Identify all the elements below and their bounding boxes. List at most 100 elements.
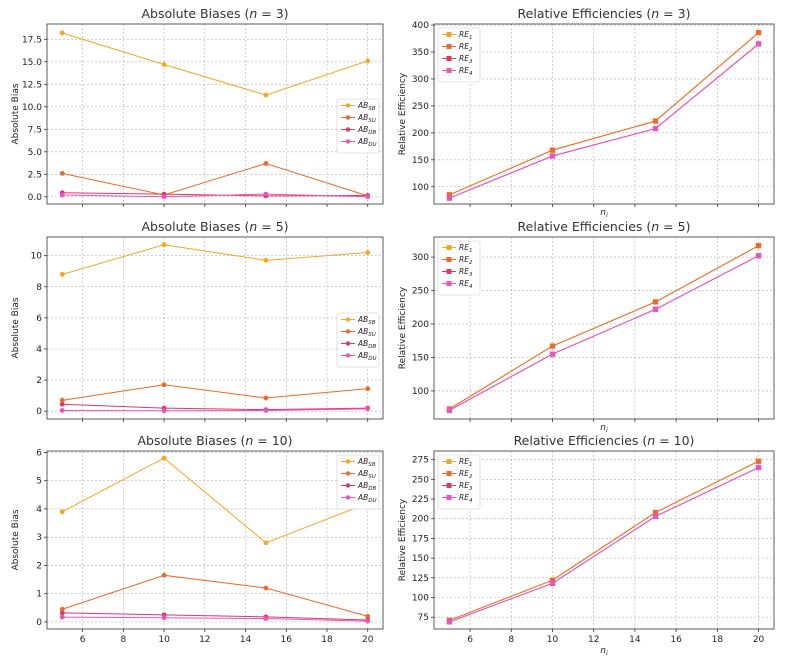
series-line-ab-su — [62, 384, 368, 401]
data-point — [446, 407, 453, 413]
x-tick-label: 18 — [321, 635, 333, 645]
y-tick-label: 6 — [36, 448, 42, 458]
legend-swatch-marker — [446, 56, 452, 61]
y-tick-label: 15.0 — [22, 58, 42, 68]
chart-panel-6: 75 100 125 150 175 200 225 250 275 6 8 10 12 14 16 18 20… — [398, 433, 775, 657]
legend-entry-re-3: RE3 — [459, 54, 473, 65]
x-tick-label: 12 — [199, 635, 210, 645]
legend-entry-re-1: RE1 — [459, 457, 472, 468]
legend-entry-ab-su: ABSU — [357, 113, 376, 124]
data-point — [263, 616, 269, 621]
legend-entry-ab-db: ABDB — [357, 481, 377, 492]
x-tick-label: 16 — [281, 635, 293, 645]
data-point — [161, 408, 167, 414]
y-tick-label: 200 — [412, 129, 429, 139]
plot-frame — [433, 23, 775, 205]
plot-frame — [433, 450, 775, 630]
data-point — [59, 401, 65, 407]
y-tick-label: 10.0 — [22, 103, 42, 113]
chart-title: Relative Efficiencies (n = 3) — [518, 6, 691, 21]
legend-swatch-marker — [446, 495, 452, 500]
legend-swatch-marker — [345, 459, 351, 464]
y-tick-label: 300 — [412, 75, 429, 85]
data-point — [365, 58, 371, 64]
y-tick-label: 175 — [412, 534, 429, 544]
data-point — [161, 62, 167, 67]
data-point — [161, 194, 167, 200]
data-point — [263, 92, 269, 98]
y-tick-label: 7.5 — [28, 125, 42, 135]
y-tick-label: 150 — [412, 156, 429, 166]
series-line-ab-du — [62, 408, 368, 412]
x-tick-label: 20 — [753, 635, 765, 645]
series-line-ab-su — [62, 162, 368, 197]
y-tick-label: 275 — [412, 456, 429, 466]
legend-entry-re-4: RE4 — [459, 279, 473, 290]
legend-entry-ab-sb: ABSB — [357, 101, 376, 112]
y-tick-label: 250 — [412, 287, 429, 297]
series-line-ab-du — [62, 616, 368, 622]
legend-swatch-marker — [446, 44, 452, 49]
legend-entry-re-3: RE3 — [459, 267, 473, 278]
y-tick-label: 75 — [418, 613, 429, 623]
legend-entry-re-3: RE3 — [459, 481, 473, 492]
legend-entry-ab-du: ABDU — [357, 351, 377, 362]
legend-swatch-marker — [345, 329, 351, 334]
y-tick-label: 1 — [36, 590, 42, 600]
data-point — [263, 408, 269, 413]
x-tick-label: 8 — [508, 635, 514, 645]
legend-entry-re-2: RE2 — [459, 42, 473, 53]
series-line-ab-db — [62, 403, 368, 411]
data-point — [161, 572, 167, 578]
x-tick-label: 8 — [120, 635, 126, 645]
data-point — [59, 192, 65, 198]
y-tick-label: 200 — [412, 320, 429, 330]
data-point — [652, 513, 659, 519]
y-tick-label: 0 — [36, 618, 42, 628]
data-point — [652, 509, 659, 516]
x-axis-label: ni — [600, 208, 608, 219]
data-point — [549, 343, 556, 349]
data-point — [755, 464, 762, 471]
legend-swatch-marker — [446, 483, 452, 488]
chart-panel-2: 100 150 200 250 300 350 400 Relative Efficienci… — [398, 6, 775, 219]
data-point — [549, 577, 556, 583]
data-point — [59, 397, 65, 403]
y-tick-label: 3 — [36, 533, 42, 543]
data-point — [59, 171, 65, 176]
y-axis-label: Absolute Bias — [11, 297, 21, 358]
y-tick-label: 12.5 — [22, 80, 42, 90]
series-line-ab-sb — [62, 457, 368, 544]
chart-title: Absolute Biases (n = 5) — [141, 219, 288, 234]
legend-swatch-marker — [446, 459, 452, 464]
chart-title: Relative Efficiencies (n = 10) — [514, 433, 695, 448]
chart-title: Absolute Biases (n = 3) — [141, 6, 288, 21]
data-point — [652, 306, 659, 312]
chart-panel-3: 0 2 4 6 8 10 Absolute Biases (n = 5) Absolute B… — [11, 219, 384, 422]
data-point — [263, 257, 269, 263]
data-point — [161, 242, 167, 248]
data-point — [755, 253, 762, 259]
x-tick-label: 16 — [670, 635, 682, 645]
data-point — [263, 540, 269, 546]
legend-swatch-marker — [345, 127, 351, 132]
data-point — [59, 30, 65, 36]
y-tick-label: 2.5 — [28, 170, 42, 180]
legend-entry-re-4: RE4 — [459, 493, 473, 504]
y-tick-label: 400 — [412, 21, 429, 31]
series-line-ab-sb — [62, 32, 368, 96]
data-point — [365, 613, 371, 619]
legend-swatch-marker — [446, 257, 452, 262]
legend-swatch-marker — [345, 341, 351, 346]
legend-swatch-marker — [345, 317, 351, 322]
y-axis-label: Absolute Bias — [11, 83, 21, 144]
data-point — [549, 580, 556, 586]
legend-swatch-marker — [446, 245, 452, 250]
y-tick-label: 4 — [36, 345, 42, 355]
y-tick-label: 5.0 — [28, 148, 43, 158]
